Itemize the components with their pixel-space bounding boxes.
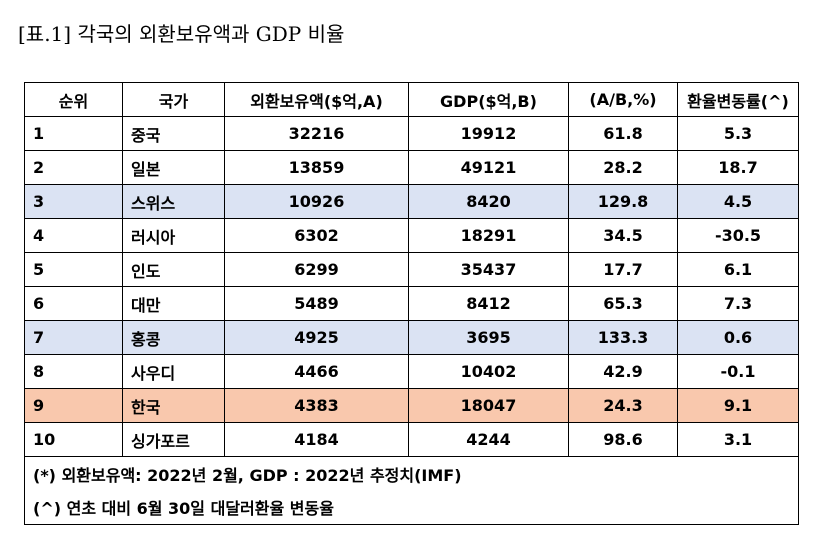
table-row: 9 한국 4383 18047 24.3 9.1 (24, 388, 799, 423)
reserves-cell: 32216 (224, 116, 409, 151)
rank-cell: 9 (24, 388, 123, 423)
note-row: (^) 연초 대비 6월 30일 대달러환율 변동율 (24, 490, 799, 525)
ratio-cell: 61.8 (568, 116, 678, 151)
reserves-cell: 4925 (224, 320, 409, 355)
gdp-cell: 8420 (408, 184, 569, 219)
country-cell: 대만 (122, 286, 225, 321)
rank-cell: 7 (24, 320, 123, 355)
table-title: [표.1] 각국의 외환보유액과 GDP 비율 (18, 22, 345, 46)
ratio-cell: 24.3 (568, 388, 678, 423)
gdp-cell: 19912 (408, 116, 569, 151)
ratio-cell: 34.5 (568, 218, 678, 253)
table-row: 1 중국 32216 19912 61.8 5.3 (24, 116, 799, 151)
reserves-cell: 5489 (224, 286, 409, 321)
note-reserves-gdp: (*) 외환보유액: 2022년 2월, GDP : 2022년 추정치(IMF… (24, 456, 799, 491)
header-rank: 순위 (24, 82, 123, 117)
header-gdp: GDP($억,B) (408, 82, 569, 117)
gdp-cell: 35437 (408, 252, 569, 287)
ratio-cell: 98.6 (568, 422, 678, 457)
table-row: 8 사우디 4466 10402 42.9 -0.1 (24, 354, 799, 389)
rank-cell: 10 (24, 422, 123, 457)
rank-cell: 1 (24, 116, 123, 151)
fx-change-cell: 6.1 (677, 252, 799, 287)
note-fx-change: (^) 연초 대비 6월 30일 대달러환율 변동율 (24, 490, 799, 525)
rank-cell: 3 (24, 184, 123, 219)
reserves-cell: 13859 (224, 150, 409, 185)
ratio-cell: 133.3 (568, 320, 678, 355)
country-cell: 싱가포르 (122, 422, 225, 457)
country-cell: 스위스 (122, 184, 225, 219)
gdp-cell: 18047 (408, 388, 569, 423)
fx-change-cell: 7.3 (677, 286, 799, 321)
country-cell: 사우디 (122, 354, 225, 389)
country-cell: 홍콩 (122, 320, 225, 355)
reserves-cell: 6299 (224, 252, 409, 287)
fx-change-cell: 18.7 (677, 150, 799, 185)
table-row: 6 대만 5489 8412 65.3 7.3 (24, 286, 799, 321)
ratio-cell: 42.9 (568, 354, 678, 389)
ratio-cell: 28.2 (568, 150, 678, 185)
table-row: 4 러시아 6302 18291 34.5 -30.5 (24, 218, 799, 253)
gdp-cell: 3695 (408, 320, 569, 355)
rank-cell: 5 (24, 252, 123, 287)
rank-cell: 6 (24, 286, 123, 321)
ratio-cell: 129.8 (568, 184, 678, 219)
country-cell: 한국 (122, 388, 225, 423)
note-row: (*) 외환보유액: 2022년 2월, GDP : 2022년 추정치(IMF… (24, 456, 799, 491)
ratio-cell: 65.3 (568, 286, 678, 321)
fx-change-cell: 9.1 (677, 388, 799, 423)
gdp-cell: 4244 (408, 422, 569, 457)
reserves-gdp-table: 순위 국가 외환보유액($억,A) GDP($억,B) (A/B,%) 환율변동… (24, 82, 799, 525)
reserves-cell: 10926 (224, 184, 409, 219)
reserves-cell: 4383 (224, 388, 409, 423)
fx-change-cell: 0.6 (677, 320, 799, 355)
fx-change-cell: 5.3 (677, 116, 799, 151)
fx-change-cell: 4.5 (677, 184, 799, 219)
reserves-cell: 4184 (224, 422, 409, 457)
header-country: 국가 (122, 82, 225, 117)
gdp-cell: 49121 (408, 150, 569, 185)
table-header-row: 순위 국가 외환보유액($억,A) GDP($억,B) (A/B,%) 환율변동… (24, 82, 799, 117)
reserves-cell: 6302 (224, 218, 409, 253)
rank-cell: 8 (24, 354, 123, 389)
header-ratio: (A/B,%) (568, 82, 678, 117)
rank-cell: 4 (24, 218, 123, 253)
header-fx-change: 환율변동률(^) (677, 82, 799, 117)
gdp-cell: 8412 (408, 286, 569, 321)
reserves-cell: 4466 (224, 354, 409, 389)
rank-cell: 2 (24, 150, 123, 185)
country-cell: 일본 (122, 150, 225, 185)
table-row: 2 일본 13859 49121 28.2 18.7 (24, 150, 799, 185)
table-row: 10 싱가포르 4184 4244 98.6 3.1 (24, 422, 799, 457)
table-row: 3 스위스 10926 8420 129.8 4.5 (24, 184, 799, 219)
header-reserves: 외환보유액($억,A) (224, 82, 409, 117)
table-row: 7 홍콩 4925 3695 133.3 0.6 (24, 320, 799, 355)
fx-change-cell: -0.1 (677, 354, 799, 389)
ratio-cell: 17.7 (568, 252, 678, 287)
gdp-cell: 18291 (408, 218, 569, 253)
country-cell: 러시아 (122, 218, 225, 253)
gdp-cell: 10402 (408, 354, 569, 389)
fx-change-cell: -30.5 (677, 218, 799, 253)
country-cell: 중국 (122, 116, 225, 151)
country-cell: 인도 (122, 252, 225, 287)
table-row: 5 인도 6299 35437 17.7 6.1 (24, 252, 799, 287)
fx-change-cell: 3.1 (677, 422, 799, 457)
